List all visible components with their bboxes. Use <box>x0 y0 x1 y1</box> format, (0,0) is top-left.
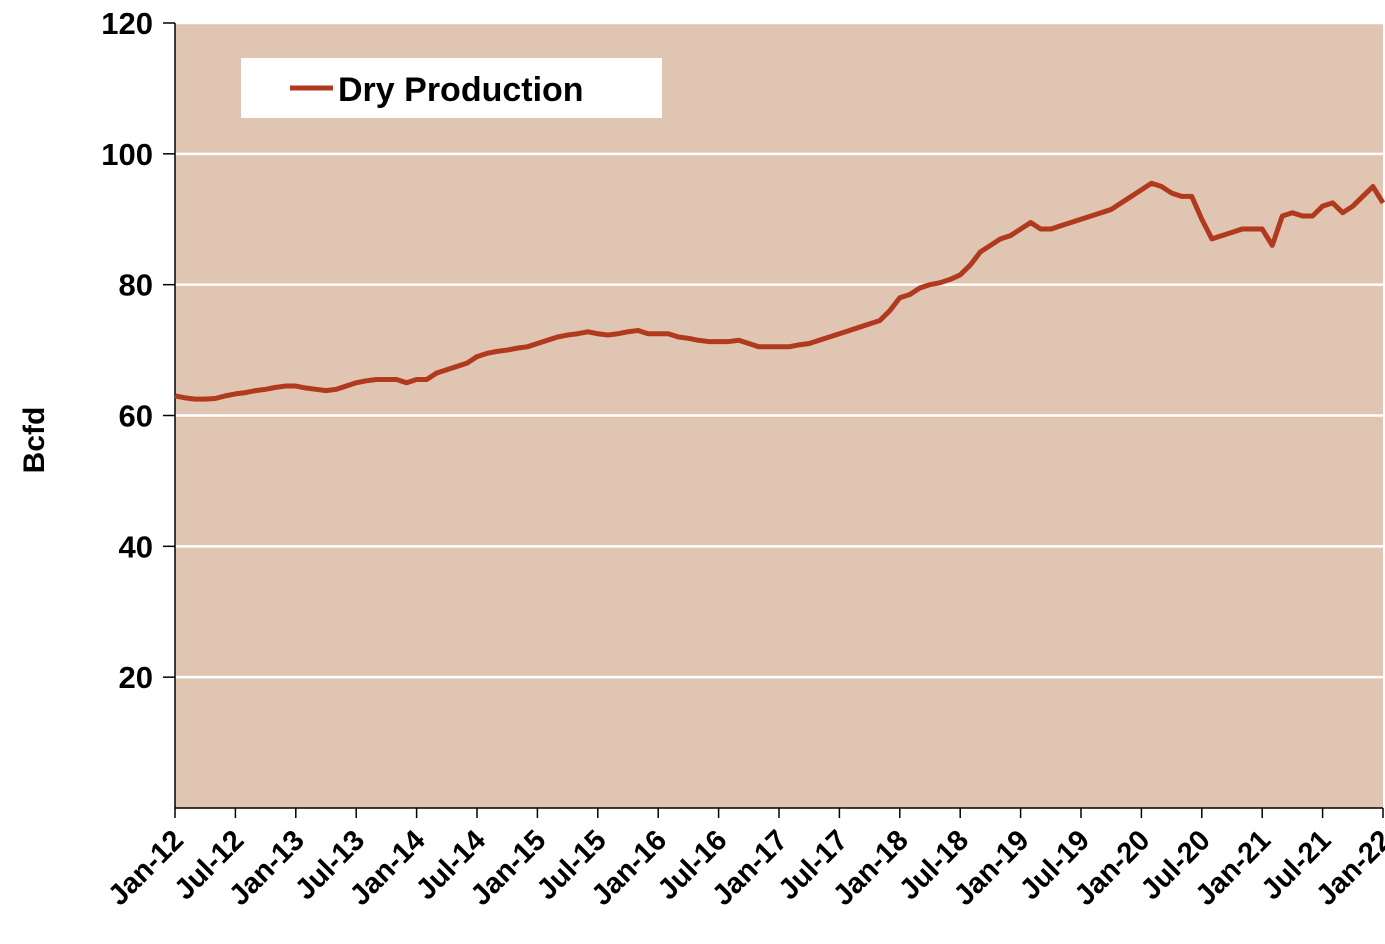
legend: Dry Production <box>241 58 662 118</box>
y-tick-label: 40 <box>119 529 153 564</box>
y-axis-label: Bcfd <box>18 407 51 474</box>
y-tick-label: 80 <box>119 268 153 303</box>
y-tick-label: 100 <box>101 137 153 172</box>
y-tick-label: 60 <box>119 399 153 434</box>
x-tick-label: Jan-12 <box>102 824 190 912</box>
legend-label: Dry Production <box>338 71 584 109</box>
series-line <box>174 180 1385 402</box>
y-tick-label: 120 <box>101 6 153 41</box>
y-tick-label: 20 <box>119 660 153 695</box>
